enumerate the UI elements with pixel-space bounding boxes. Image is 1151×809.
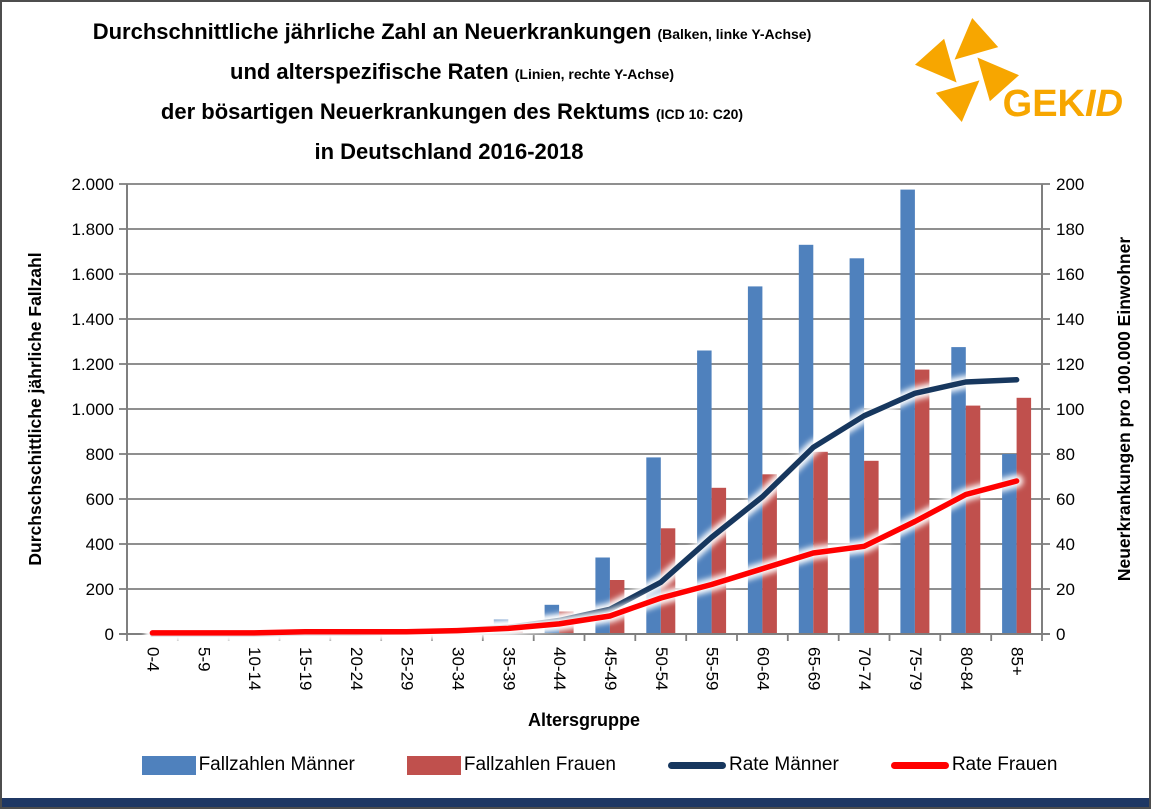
y-left-tick-label: 1.600 xyxy=(71,265,114,284)
bar-maenner-65-69 xyxy=(798,244,814,635)
bar-frauen-65-69 xyxy=(813,451,828,635)
bar-frauen-60-64 xyxy=(762,474,777,635)
y-left-tick-label: 1.800 xyxy=(71,220,114,239)
footer-accent-bar xyxy=(2,798,1149,807)
bar-maenner-55-59 xyxy=(697,350,712,634)
gekid-pinwheel-icon xyxy=(914,18,1019,122)
x-tick-label: 65-69 xyxy=(804,647,823,690)
x-tick-label: 15-19 xyxy=(296,647,315,690)
y-left-tick-label: 2.000 xyxy=(71,175,114,194)
x-tick-label: 70-74 xyxy=(855,647,874,690)
bar-maenner-60-64 xyxy=(747,286,763,634)
y-right-tick-label: 140 xyxy=(1056,310,1084,329)
logo-text-gek: GEK xyxy=(1002,83,1085,125)
y-right-tick-label: 20 xyxy=(1056,580,1075,599)
title-main-3: der bösartigen Neuerkrankungen des Rektu… xyxy=(160,99,650,124)
chart-title-line-3: der bösartigen Neuerkrankungen des Rektu… xyxy=(17,98,887,129)
legend-item-fallzahlen-maenner: Fallzahlen Männer xyxy=(141,754,355,776)
title-main-1: Durchschnittliche jährliche Zahl an Neue… xyxy=(92,19,652,44)
legend-swatch-bar-maenner-icon xyxy=(141,755,196,775)
y-left-tick-label: 0 xyxy=(105,625,114,644)
plot-area: 0 0 200 20 400 40 600 60 800 80 1.000 100 1.200 120 1.… xyxy=(71,175,1084,690)
y-right-tick-label: 0 xyxy=(1056,625,1065,644)
y-left-tick-label: 1.200 xyxy=(71,355,114,374)
chart-title-line-2: und alterspezifische Raten (Linien, recht… xyxy=(17,58,887,89)
y-right-tick-label: 80 xyxy=(1056,445,1075,464)
bar-frauen-80-84 xyxy=(965,405,981,634)
chart-title-line-4: in Deutschland 2016-2018 xyxy=(17,138,887,169)
y-right-tick-label: 40 xyxy=(1056,535,1075,554)
legend: Fallzahlen Männer Fallzahlen Frauen Rate… xyxy=(2,754,1149,776)
x-tick-label: 45-49 xyxy=(601,647,620,690)
title-main-2: und alterspezifische Raten xyxy=(230,59,509,84)
chart-plot: 0 0 200 20 400 40 600 60 800 80 1.000 100 1.200 120 1.… xyxy=(25,175,1134,730)
y-right-tick-label: 120 xyxy=(1056,355,1084,374)
x-tick-label: 50-54 xyxy=(652,647,671,690)
rate-line-frauen xyxy=(149,478,1020,636)
x-tick-label: 80-84 xyxy=(957,647,976,690)
y-right-tick-label: 60 xyxy=(1056,490,1075,509)
y-right-tick-label: 180 xyxy=(1056,220,1084,239)
title-main-4: in Deutschland 2016-2018 xyxy=(314,139,584,164)
legend-item-rate-maenner: Rate Männer xyxy=(667,754,839,776)
bar-frauen-55-59 xyxy=(711,487,727,635)
logo-text-id: ID xyxy=(1085,83,1123,125)
y-left-tick-label: 400 xyxy=(86,535,114,554)
bar-frauen-75-79 xyxy=(914,369,930,634)
chart-title-line-1: Durchschnittliche jährliche Zahl an Neue… xyxy=(17,18,887,49)
legend-label-rate-maenner: Rate Männer xyxy=(728,754,839,775)
y-left-tick-label: 800 xyxy=(86,445,114,464)
title-note-1: (Balken, linke Y-Achse) xyxy=(657,26,812,42)
legend-label-rate-frauen: Rate Frauen xyxy=(951,754,1058,775)
legend-item-rate-frauen: Rate Frauen xyxy=(890,754,1058,776)
bar-maenner-80-84 xyxy=(951,347,966,634)
y-axis-title-right: Neuerkrankungen pro 100.000 Einwohner xyxy=(1114,237,1134,581)
y-axis-title-left: Durchschschittliche jährliche Fallzahl xyxy=(25,252,45,565)
x-tick-label: 35-39 xyxy=(499,647,518,690)
bar-maenner-75-79 xyxy=(900,189,915,634)
rate-line-maenner xyxy=(149,377,1020,637)
legend-label-fallzahlen-maenner: Fallzahlen Männer xyxy=(198,754,355,775)
x-tick-label: 10-14 xyxy=(245,647,264,690)
x-tick-label: 55-59 xyxy=(703,647,722,690)
x-tick-label: 25-29 xyxy=(398,647,417,690)
x-tick-label: 0-4 xyxy=(143,647,162,672)
x-tick-label: 85+ xyxy=(1008,647,1027,676)
title-note-2: (Linien, rechte Y-Achse) xyxy=(514,66,674,82)
x-tick-label: 40-44 xyxy=(550,647,569,690)
legend-item-fallzahlen-frauen: Fallzahlen Frauen xyxy=(406,754,616,776)
x-tick-label: 20-24 xyxy=(347,647,366,690)
legend-swatch-line-maenner-icon xyxy=(667,761,726,769)
legend-swatch-line-frauen-icon xyxy=(890,761,949,769)
x-tick-label: 75-79 xyxy=(906,647,925,690)
y-left-tick-label: 1.000 xyxy=(71,400,114,419)
y-right-tick-label: 200 xyxy=(1056,175,1084,194)
rate-line-glow xyxy=(145,373,1024,641)
x-tick-label: 5-9 xyxy=(194,647,213,672)
legend-label-fallzahlen-frauen: Fallzahlen Frauen xyxy=(463,754,616,775)
legend-swatch-bar-frauen-icon xyxy=(406,755,461,775)
chart-title: Durchschnittliche jährliche Zahl an Neue… xyxy=(17,18,887,178)
bar-maenner-70-74 xyxy=(849,258,865,635)
y-left-tick-label: 200 xyxy=(86,580,114,599)
x-tick-label: 30-34 xyxy=(448,647,467,690)
y-left-tick-label: 600 xyxy=(86,490,114,509)
x-axis-title: Altersgruppe xyxy=(528,710,640,730)
bar-frauen-85+ xyxy=(1016,397,1032,635)
x-tick-label: 60-64 xyxy=(753,647,772,690)
gekid-logo-text: GEKID xyxy=(1003,83,1123,126)
y-right-tick-label: 100 xyxy=(1056,400,1084,419)
bar-maenner-85+ xyxy=(1002,454,1017,634)
y-left-tick-label: 1.400 xyxy=(71,310,114,329)
title-note-3: (ICD 10: C20) xyxy=(655,106,744,122)
y-right-tick-label: 160 xyxy=(1056,265,1084,284)
gekid-logo: GEKID xyxy=(914,14,1123,126)
